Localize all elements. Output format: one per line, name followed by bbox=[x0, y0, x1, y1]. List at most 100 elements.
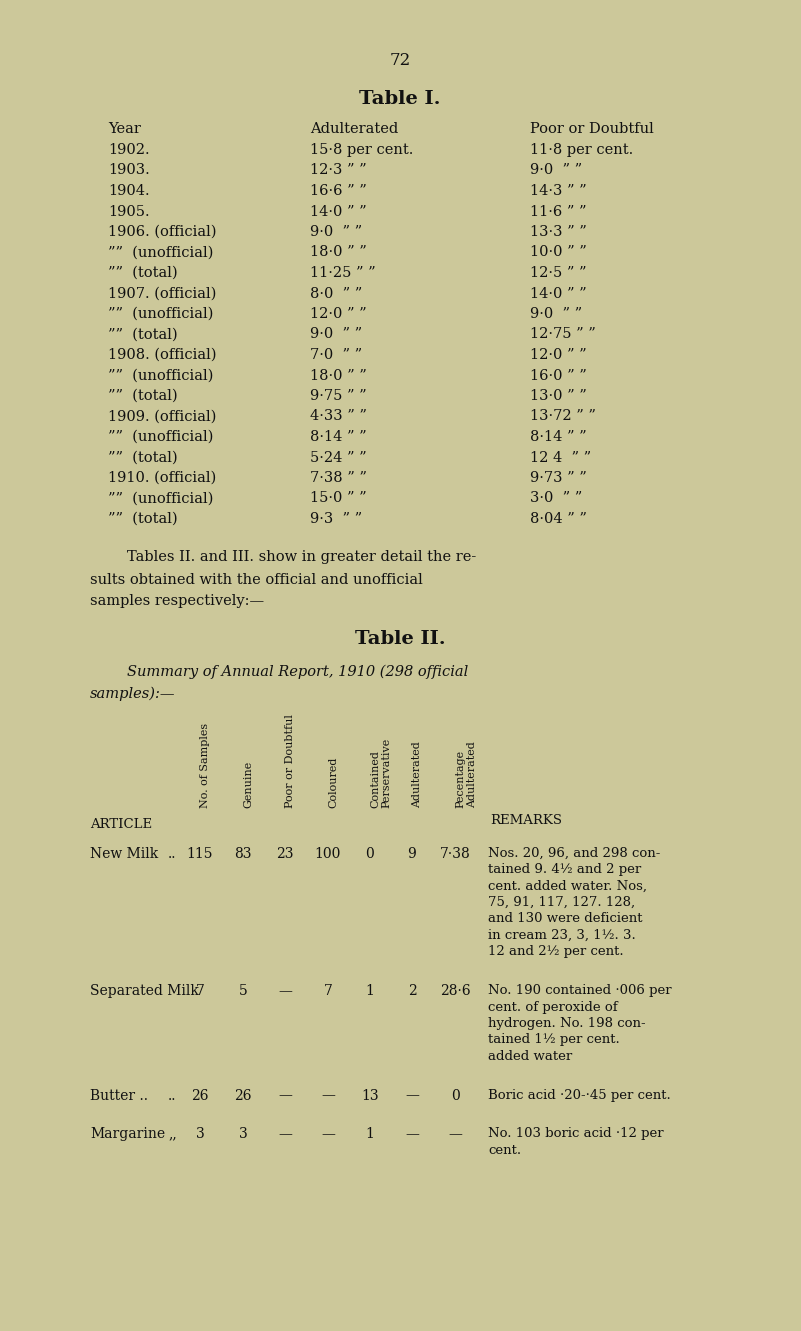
Text: 115: 115 bbox=[187, 847, 213, 861]
Text: —: — bbox=[278, 1089, 292, 1102]
Text: 12·5 ” ”: 12·5 ” ” bbox=[530, 266, 586, 280]
Text: ””  (total): ”” (total) bbox=[108, 266, 178, 280]
Text: Poor or Doubtful: Poor or Doubtful bbox=[530, 122, 654, 136]
Text: Margarine: Margarine bbox=[90, 1127, 165, 1141]
Text: Coloured: Coloured bbox=[328, 757, 338, 808]
Text: 0: 0 bbox=[365, 847, 374, 861]
Text: 14·0 ” ”: 14·0 ” ” bbox=[310, 205, 367, 218]
Text: 9·0  ” ”: 9·0 ” ” bbox=[310, 225, 362, 240]
Text: added water: added water bbox=[488, 1050, 572, 1063]
Text: tained 9. 4½ and 2 per: tained 9. 4½ and 2 per bbox=[488, 862, 642, 876]
Text: —: — bbox=[405, 1089, 419, 1102]
Text: 9·0  ” ”: 9·0 ” ” bbox=[530, 307, 582, 321]
Text: Table II.: Table II. bbox=[355, 631, 445, 648]
Text: Poor or Doubtful: Poor or Doubtful bbox=[285, 715, 295, 808]
Text: 1910. (official): 1910. (official) bbox=[108, 471, 216, 484]
Text: 11·8 per cent.: 11·8 per cent. bbox=[530, 142, 634, 157]
Text: 12·75 ” ”: 12·75 ” ” bbox=[530, 327, 596, 342]
Text: 9: 9 bbox=[408, 847, 417, 861]
Text: 1907. (official): 1907. (official) bbox=[108, 286, 216, 301]
Text: Table I.: Table I. bbox=[360, 91, 441, 108]
Text: 1905.: 1905. bbox=[108, 205, 150, 218]
Text: 11·6 ” ”: 11·6 ” ” bbox=[530, 205, 586, 218]
Text: —: — bbox=[321, 1127, 335, 1141]
Text: 7·38: 7·38 bbox=[440, 847, 470, 861]
Text: 10·0 ” ”: 10·0 ” ” bbox=[530, 245, 587, 260]
Text: and 130 were deficient: and 130 were deficient bbox=[488, 913, 642, 925]
Text: 12·0 ” ”: 12·0 ” ” bbox=[310, 307, 367, 321]
Text: sults obtained with the official and unofficial: sults obtained with the official and uno… bbox=[90, 572, 423, 587]
Text: 15·0 ” ”: 15·0 ” ” bbox=[310, 491, 367, 506]
Text: Genuine: Genuine bbox=[243, 761, 253, 808]
Text: 1906. (official): 1906. (official) bbox=[108, 225, 216, 240]
Text: ,,: ,, bbox=[168, 1127, 177, 1141]
Text: 83: 83 bbox=[234, 847, 252, 861]
Text: 3·0  ” ”: 3·0 ” ” bbox=[530, 491, 582, 506]
Text: 9·75 ” ”: 9·75 ” ” bbox=[310, 389, 367, 403]
Text: Pecentage
Adulterated: Pecentage Adulterated bbox=[455, 741, 477, 808]
Text: —: — bbox=[405, 1127, 419, 1141]
Text: REMARKS: REMARKS bbox=[490, 813, 562, 827]
Text: ””  (total): ”” (total) bbox=[108, 450, 178, 465]
Text: 13: 13 bbox=[361, 1089, 379, 1102]
Text: —: — bbox=[278, 1127, 292, 1141]
Text: 18·0 ” ”: 18·0 ” ” bbox=[310, 369, 367, 382]
Text: 2: 2 bbox=[408, 984, 417, 998]
Text: ””  (total): ”” (total) bbox=[108, 327, 178, 342]
Text: 100: 100 bbox=[315, 847, 341, 861]
Text: No. 103 boric acid ·12 per: No. 103 boric acid ·12 per bbox=[488, 1127, 663, 1139]
Text: hydrogen. No. 198 con-: hydrogen. No. 198 con- bbox=[488, 1017, 646, 1030]
Text: 1: 1 bbox=[365, 984, 374, 998]
Text: samples):—: samples):— bbox=[90, 687, 175, 701]
Text: Separated Milk: Separated Milk bbox=[90, 984, 199, 998]
Text: ””  (unofficial): ”” (unofficial) bbox=[108, 430, 213, 445]
Text: 13·72 ” ”: 13·72 ” ” bbox=[530, 410, 596, 423]
Text: —: — bbox=[278, 984, 292, 998]
Text: Butter ..: Butter .. bbox=[90, 1089, 148, 1102]
Text: 7·38 ” ”: 7·38 ” ” bbox=[310, 471, 367, 484]
Text: 26: 26 bbox=[234, 1089, 252, 1102]
Text: ””  (total): ”” (total) bbox=[108, 512, 178, 526]
Text: ””  (unofficial): ”” (unofficial) bbox=[108, 307, 213, 321]
Text: 1904.: 1904. bbox=[108, 184, 150, 198]
Text: 8·14 ” ”: 8·14 ” ” bbox=[530, 430, 586, 445]
Text: 3: 3 bbox=[239, 1127, 248, 1141]
Text: New Milk: New Milk bbox=[90, 847, 159, 861]
Text: 1: 1 bbox=[365, 1127, 374, 1141]
Text: 13·0 ” ”: 13·0 ” ” bbox=[530, 389, 587, 403]
Text: 13·3 ” ”: 13·3 ” ” bbox=[530, 225, 587, 240]
Text: —: — bbox=[448, 1127, 462, 1141]
Text: 12 4  ” ”: 12 4 ” ” bbox=[530, 450, 591, 465]
Text: 5·24 ” ”: 5·24 ” ” bbox=[310, 450, 367, 465]
Text: ””  (unofficial): ”” (unofficial) bbox=[108, 369, 213, 382]
Text: ””  (unofficial): ”” (unofficial) bbox=[108, 245, 213, 260]
Text: 4·33 ” ”: 4·33 ” ” bbox=[310, 410, 367, 423]
Text: Boric acid ·20-·45 per cent.: Boric acid ·20-·45 per cent. bbox=[488, 1089, 670, 1102]
Text: ..: .. bbox=[168, 1089, 176, 1102]
Text: 12 and 2½ per cent.: 12 and 2½ per cent. bbox=[488, 945, 624, 958]
Text: Adulterated: Adulterated bbox=[412, 741, 422, 808]
Text: 1908. (official): 1908. (official) bbox=[108, 347, 216, 362]
Text: samples respectively:—: samples respectively:— bbox=[90, 595, 264, 608]
Text: 7·0  ” ”: 7·0 ” ” bbox=[310, 347, 362, 362]
Text: Year: Year bbox=[108, 122, 141, 136]
Text: 11·25 ” ”: 11·25 ” ” bbox=[310, 266, 376, 280]
Text: 12·3 ” ”: 12·3 ” ” bbox=[310, 164, 367, 177]
Text: 9·0  ” ”: 9·0 ” ” bbox=[310, 327, 362, 342]
Text: ARTICLE: ARTICLE bbox=[90, 819, 152, 832]
Text: 14·3 ” ”: 14·3 ” ” bbox=[530, 184, 586, 198]
Text: 7: 7 bbox=[195, 984, 204, 998]
Text: 16·6 ” ”: 16·6 ” ” bbox=[310, 184, 367, 198]
Text: Contained
Perservative: Contained Perservative bbox=[370, 739, 392, 808]
Text: 1903.: 1903. bbox=[108, 164, 150, 177]
Text: 9·73 ” ”: 9·73 ” ” bbox=[530, 471, 587, 484]
Text: 1909. (official): 1909. (official) bbox=[108, 410, 216, 423]
Text: 15·8 per cent.: 15·8 per cent. bbox=[310, 142, 413, 157]
Text: 8·14 ” ”: 8·14 ” ” bbox=[310, 430, 367, 445]
Text: 1902.: 1902. bbox=[108, 142, 150, 157]
Text: 9·0  ” ”: 9·0 ” ” bbox=[530, 164, 582, 177]
Text: cent. added water. Nos,: cent. added water. Nos, bbox=[488, 880, 647, 893]
Text: ””  (total): ”” (total) bbox=[108, 389, 178, 403]
Text: 12·0 ” ”: 12·0 ” ” bbox=[530, 347, 586, 362]
Text: 5: 5 bbox=[239, 984, 248, 998]
